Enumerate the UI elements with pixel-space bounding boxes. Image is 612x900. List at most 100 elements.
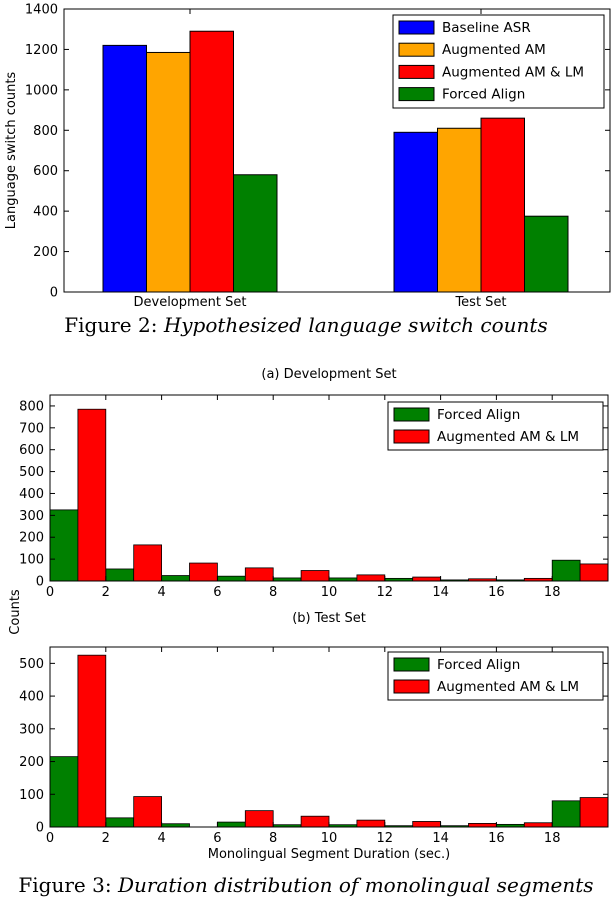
legend-label: Augmented AM & LM [437, 429, 579, 445]
bar [244, 567, 274, 582]
x-tick-label: 12 [377, 831, 394, 846]
bar [300, 570, 330, 582]
bar [523, 822, 553, 828]
legend-label: Baseline ASR [442, 20, 531, 36]
y-tick-label: 600 [19, 443, 44, 458]
x-tick-label: 14 [432, 831, 449, 846]
bar [300, 815, 330, 828]
x-tick-label: Test Set [454, 295, 506, 310]
bar [189, 30, 234, 293]
y-tick-label: 400 [19, 690, 44, 705]
y-tick-label: 200 [33, 245, 58, 260]
x-tick-label: Development Set [134, 295, 247, 310]
figure3-caption-label: Figure 3: [18, 873, 112, 897]
legend: Forced Align Augmented AM & LM [387, 401, 604, 451]
x-tick-label: 8 [269, 831, 277, 846]
bar [356, 574, 386, 582]
chart-duration-test: 0 100 200 300 400 500 0 2 4 6 8 10 12 14 16 18 (b) Test … [19, 611, 609, 862]
x-tick-label: 12 [377, 585, 394, 600]
bar [105, 568, 135, 582]
plot-frame [63, 8, 611, 293]
legend-label: Forced Align [437, 657, 520, 673]
bar [49, 509, 79, 582]
bar [468, 823, 497, 828]
legend-swatch [393, 657, 430, 672]
x-tick-label: 2 [102, 831, 110, 846]
bar [412, 576, 442, 582]
legend-label: Forced Align [442, 87, 525, 103]
legend-swatch [398, 64, 435, 79]
legend-label: Forced Align [437, 407, 520, 423]
y-tick-label: 500 [19, 657, 44, 672]
bar [77, 408, 107, 582]
legend-swatch [393, 679, 430, 694]
y-tick-label: 400 [19, 487, 44, 502]
y-tick-label: 1000 [25, 83, 58, 98]
y-tick-label: 0 [50, 286, 58, 301]
legend-label: Augmented AM & LM [442, 64, 584, 80]
y-axis-label: Language switch counts [4, 72, 19, 230]
bar [189, 562, 218, 582]
x-tick-label: 6 [213, 585, 221, 600]
bar [412, 821, 442, 828]
legend-swatch [398, 20, 435, 35]
y-tick-label: 300 [19, 722, 44, 737]
y-tick-label: 800 [19, 399, 44, 414]
legend: Forced Align Augmented AM & LM [387, 651, 604, 701]
x-tick-label: 14 [432, 585, 449, 600]
x-tick-label: 18 [544, 585, 561, 600]
x-tick-label: 0 [46, 831, 54, 846]
figure2-caption: Figure 2: Hypothesized language switch c… [0, 313, 612, 337]
bar [437, 127, 482, 293]
bar [551, 800, 581, 828]
bar [216, 821, 246, 828]
bar [233, 174, 278, 293]
bar [105, 817, 135, 828]
bar [77, 654, 107, 828]
y-tick-label: 600 [33, 164, 58, 179]
legend-label: Augmented AM & LM [437, 679, 579, 695]
subplot-title: (b) Test Set [292, 611, 366, 626]
bar [244, 810, 274, 828]
y-tick-label: 0 [36, 821, 44, 836]
x-tick-label: 10 [321, 831, 338, 846]
y-tick-label: 200 [19, 755, 44, 770]
x-tick-label: 16 [488, 831, 505, 846]
x-tick-label: 6 [213, 831, 221, 846]
shared-y-axis-label: Counts [8, 589, 23, 635]
y-tick-label: 0 [36, 575, 44, 590]
bar [480, 117, 525, 293]
chart-language-switch: 0 200 400 600 800 1000 1200 1400 Development Set… [4, 3, 611, 310]
legend-label: Augmented AM [442, 42, 546, 58]
x-tick-label: 4 [157, 585, 165, 600]
y-tick-label: 1200 [25, 43, 58, 58]
chart-duration-development: 0 100 200 300 400 500 600 700 800 0 2 4 6 8 10 12 14 16 18… [19, 367, 609, 600]
x-axis-label: Monolingual Segment Duration (sec.) [208, 847, 450, 862]
legend-swatch [393, 407, 430, 422]
bar [146, 51, 191, 293]
y-tick-label: 200 [19, 531, 44, 546]
bar [133, 544, 162, 582]
y-tick-label: 300 [19, 509, 44, 524]
bar [216, 575, 246, 582]
bar [356, 819, 386, 828]
subplot-title: (a) Development Set [261, 367, 396, 382]
y-tick-label: 100 [19, 553, 44, 568]
bar [393, 131, 438, 293]
x-tick-label: 4 [157, 831, 165, 846]
bar [102, 44, 147, 293]
legend-swatch [393, 429, 430, 444]
legend-swatch [398, 87, 435, 102]
y-tick-label: 500 [19, 465, 44, 480]
bar [161, 575, 190, 582]
y-tick-label: 400 [33, 205, 58, 220]
figure3-caption: Figure 3: Duration distribution of monol… [0, 873, 612, 897]
y-tick-label: 700 [19, 421, 44, 436]
x-tick-label: 8 [269, 585, 277, 600]
x-tick-label: 0 [46, 585, 54, 600]
y-tick-label: 100 [19, 788, 44, 803]
figure3-caption-text: Duration distribution of monolingual seg… [117, 873, 594, 897]
x-tick-label: 18 [544, 831, 561, 846]
legend: Baseline ASR Augmented AM Augmented AM & L… [392, 14, 605, 109]
y-tick-label: 800 [33, 124, 58, 139]
